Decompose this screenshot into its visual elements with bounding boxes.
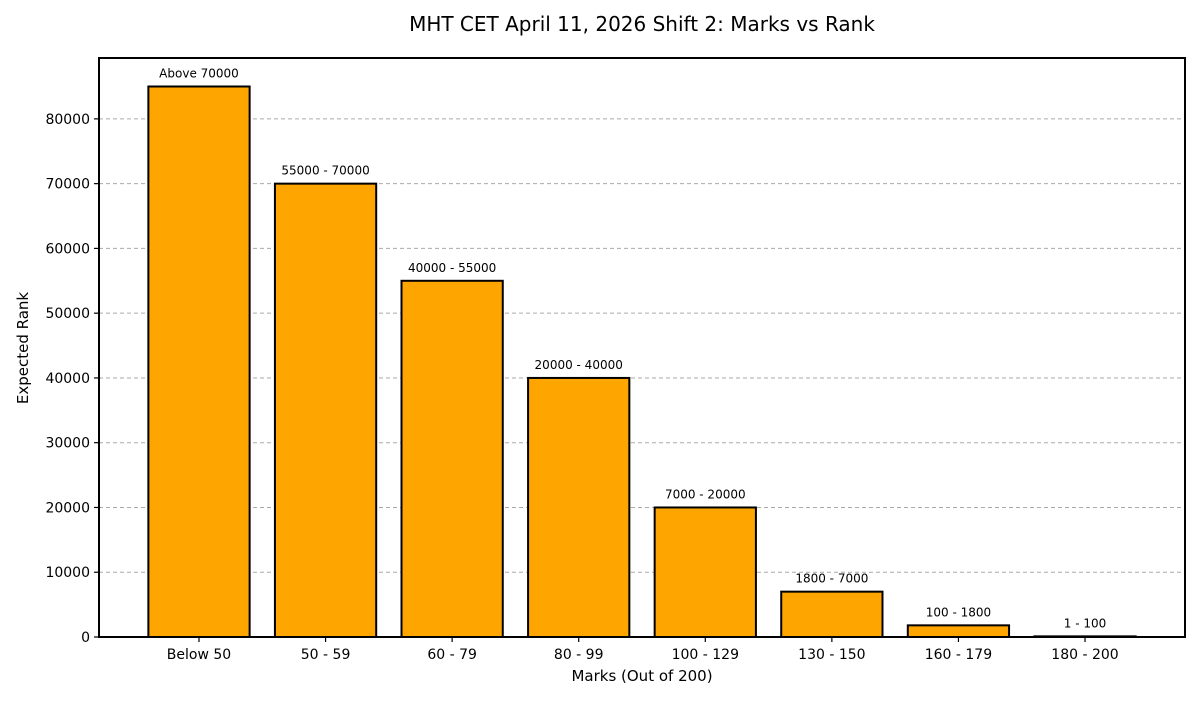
bar (147, 85, 251, 638)
x-tick-label: 100 - 129 (672, 647, 739, 663)
bar-data-label: Above 70000 (159, 66, 239, 80)
bar (906, 624, 1011, 639)
bar-data-label: 100 - 1800 (926, 605, 991, 619)
bar-data-label: 7000 - 20000 (665, 487, 746, 501)
y-tick-label: 50000 (45, 306, 90, 322)
gridlines (99, 118, 1185, 573)
y-tick-label: 20000 (45, 500, 90, 516)
y-tick-label: 10000 (45, 565, 90, 581)
x-tick-label: 50 - 59 (301, 647, 351, 663)
bar-data-label: 1 - 100 (1064, 616, 1107, 630)
x-tick-label: Below 50 (167, 647, 231, 663)
bar-data-label: 1800 - 7000 (795, 572, 868, 586)
y-tick-label: 40000 (45, 371, 90, 387)
plot-frame (98, 57, 1186, 638)
chart-title: MHT CET April 11, 2026 Shift 2: Marks vs… (409, 12, 875, 36)
y-tick-label: 30000 (45, 436, 90, 452)
bar (273, 182, 378, 639)
bar (780, 590, 884, 638)
x-tick-label: 60 - 79 (427, 647, 477, 663)
bars: Above 70000 55000 - 70000 40000 - 55000 200… (147, 66, 1137, 639)
y-tick-label: 80000 (45, 112, 90, 128)
bar (527, 376, 631, 638)
x-tick-label: 130 - 150 (798, 647, 865, 663)
x-tick-label: 180 - 200 (1051, 647, 1118, 663)
y-tick-label: 0 (81, 630, 90, 646)
x-tick-label: 80 - 99 (554, 647, 604, 663)
y-tick-label: 70000 (45, 177, 90, 193)
y-axis-label: Expected Rank (14, 292, 32, 405)
bar-data-label: 20000 - 40000 (535, 358, 623, 372)
bar-data-label: 55000 - 70000 (281, 164, 369, 178)
y-tick-label: 60000 (45, 241, 90, 257)
x-axis-label: Marks (Out of 200) (571, 667, 712, 685)
bar-data-label: 40000 - 55000 (408, 261, 496, 275)
x-axis: Below 50 50 - 59 60 - 79 80 - 99 100 - 129 13… (167, 637, 1119, 663)
x-tick-label: 160 - 179 (925, 647, 992, 663)
bar (400, 279, 504, 638)
y-axis: 0 10000 20000 30000 40000 50000 60000 70000 8000… (45, 112, 99, 646)
bar (653, 506, 757, 638)
